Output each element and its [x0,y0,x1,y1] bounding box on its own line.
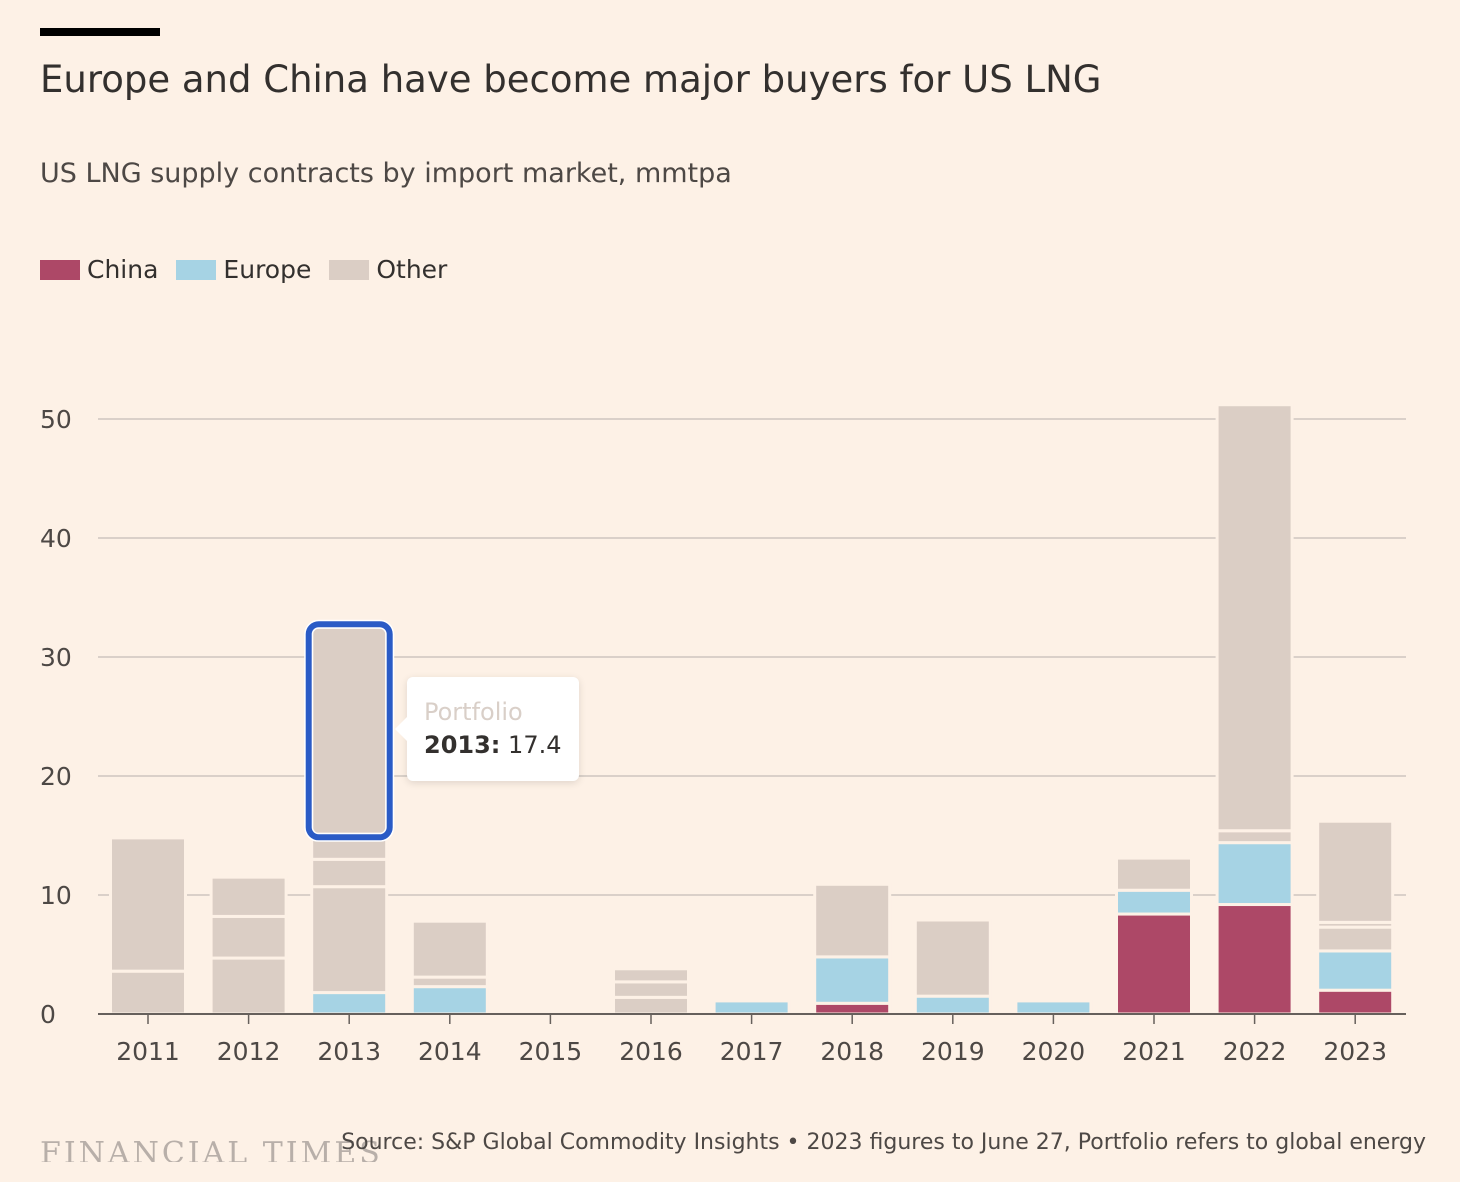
bar-segment-2017-europe [712,999,791,1016]
legend-item-europe[interactable]: Europe [176,255,311,284]
x-tick-label-2020: 2020 [1022,1037,1086,1066]
axis-layer: 0 10 20 30 40 50 2011 2012 2013 2014 2015 2016 2017 2… [40,405,1406,1066]
bar-segment-2022-china [1215,903,1294,1016]
legend-item-china[interactable]: China [40,255,158,284]
legend: China Europe Other [40,255,465,284]
bar-segment-2021-china [1115,912,1193,1016]
x-tick-label-2023: 2023 [1323,1037,1387,1066]
bar-segment-2012-other [209,956,288,1016]
legend-swatch-europe [176,259,217,280]
bar-segment-2023-china [1316,988,1395,1016]
x-tick-label-2015: 2015 [519,1037,583,1066]
bar-segment-2018-china [813,1001,892,1016]
legend-swatch-china [40,259,80,280]
bar-layer [109,403,1395,1016]
bar-segment-2013-other [310,885,389,995]
bar-segment-2011-other [109,836,187,973]
legend-swatch-other [329,259,370,280]
y-tick-label: 0 [40,1000,56,1029]
x-tick-label-2013: 2013 [317,1037,381,1066]
x-tick-label-2019: 2019 [921,1037,985,1066]
tooltip-label: Portfolio [424,698,523,726]
bar-segment-2014-other [410,919,489,979]
bar-segment-2022-other [1215,829,1294,845]
tooltip-year: 2013: [424,731,501,759]
legend-label-china: China [87,255,159,284]
bar-segment-2022-europe [1215,841,1294,907]
y-tick-label: 20 [40,762,72,791]
bar-segment-2020-europe [1014,999,1093,1016]
bar-segment-2012-other [209,875,288,918]
bar-segment-2013-other [310,625,389,836]
x-tick-label-2018: 2018 [820,1037,884,1066]
y-tick-label: 50 [40,405,72,434]
source-note: Source: S&P Global Commodity Insights • … [341,1130,1426,1155]
highlight-outline [305,621,393,841]
x-tick-label-2021: 2021 [1122,1037,1186,1066]
tooltip-value: 17.4 [508,731,562,759]
x-tick-label-2011: 2011 [116,1037,180,1066]
bar-segment-2016-other [612,995,690,1016]
bar-segment-2021-europe [1115,888,1193,916]
bar-segment-2018-europe [813,955,892,1005]
x-tick-label-2017: 2017 [720,1037,784,1066]
legend-label-other: Other [376,255,448,284]
bar-segment-2013-europe [310,991,389,1016]
bar-segment-2014-europe [410,985,489,1016]
y-tick-label: 30 [40,643,72,672]
chart-title: Europe and China have become major buyer… [40,58,1102,101]
x-tick-label-2022: 2022 [1223,1037,1287,1066]
bar-segment-2019-other [913,918,992,998]
bar-segment-2023-other [1316,925,1395,953]
y-tick-label: 40 [40,524,72,553]
legend-item-other[interactable]: Other [329,255,447,284]
x-tick-label-2016: 2016 [619,1037,683,1066]
bar-segment-2022-other [1215,403,1294,833]
bar-segment-2023-europe [1316,949,1395,992]
bar-segment-2016-other [612,967,690,984]
tooltip-value-line: 2013: 17.4 [424,727,579,763]
x-tick-label-2014: 2014 [418,1037,482,1066]
ft-logo: FINANCIAL TIMES [40,1136,383,1162]
bar-segment-2013-other [310,857,389,889]
chart-subtitle: US LNG supply contracts by import market… [40,158,732,189]
y-tick-label: 10 [40,881,72,910]
bar-segment-2012-other [209,914,288,960]
legend-label-europe: Europe [223,255,312,284]
bar-segment-2023-other [1316,819,1395,924]
bar-segment-2016-other [612,980,690,999]
bar-segment-2011-other [109,969,187,1016]
bar-segment-2018-other [813,882,892,959]
x-tick-label-2012: 2012 [217,1037,281,1066]
bar-segment-2019-europe [913,994,992,1016]
ft-top-bar [40,28,160,36]
bar-segment-2021-other [1115,856,1193,892]
grid-layer [98,418,1406,896]
tooltip: Portfolio 2013: 17.4 [395,677,579,781]
